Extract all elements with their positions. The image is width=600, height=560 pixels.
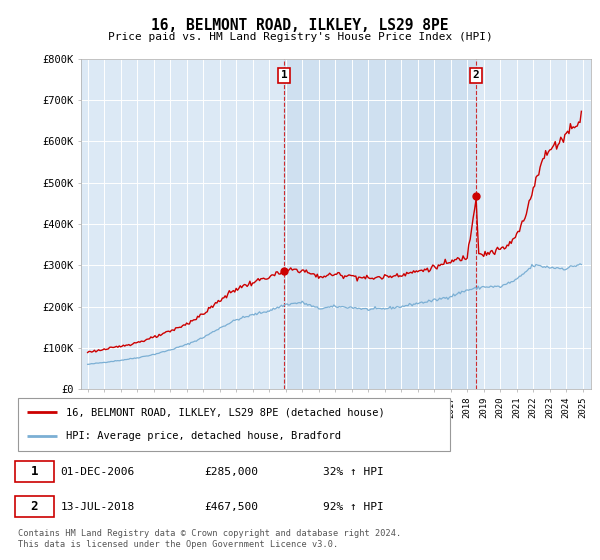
Text: 13-JUL-2018: 13-JUL-2018	[60, 502, 134, 512]
Text: HPI: Average price, detached house, Bradford: HPI: Average price, detached house, Brad…	[65, 431, 341, 441]
Text: 2: 2	[31, 500, 38, 514]
Text: £285,000: £285,000	[204, 467, 258, 477]
Text: 01-DEC-2006: 01-DEC-2006	[60, 467, 134, 477]
Text: 16, BELMONT ROAD, ILKLEY, LS29 8PE (detached house): 16, BELMONT ROAD, ILKLEY, LS29 8PE (deta…	[65, 408, 384, 418]
Text: 1: 1	[31, 465, 38, 478]
FancyBboxPatch shape	[18, 398, 450, 451]
Text: 92% ↑ HPI: 92% ↑ HPI	[323, 502, 383, 512]
Text: Contains HM Land Registry data © Crown copyright and database right 2024.
This d: Contains HM Land Registry data © Crown c…	[18, 529, 401, 549]
FancyBboxPatch shape	[15, 496, 53, 517]
Text: 32% ↑ HPI: 32% ↑ HPI	[323, 467, 383, 477]
Text: 2: 2	[473, 71, 479, 80]
Bar	[284, 59, 476, 389]
Text: £467,500: £467,500	[204, 502, 258, 512]
Text: 16, BELMONT ROAD, ILKLEY, LS29 8PE: 16, BELMONT ROAD, ILKLEY, LS29 8PE	[151, 18, 449, 33]
FancyBboxPatch shape	[15, 461, 53, 483]
Text: Price paid vs. HM Land Registry's House Price Index (HPI): Price paid vs. HM Land Registry's House …	[107, 32, 493, 42]
Text: 1: 1	[281, 71, 288, 80]
